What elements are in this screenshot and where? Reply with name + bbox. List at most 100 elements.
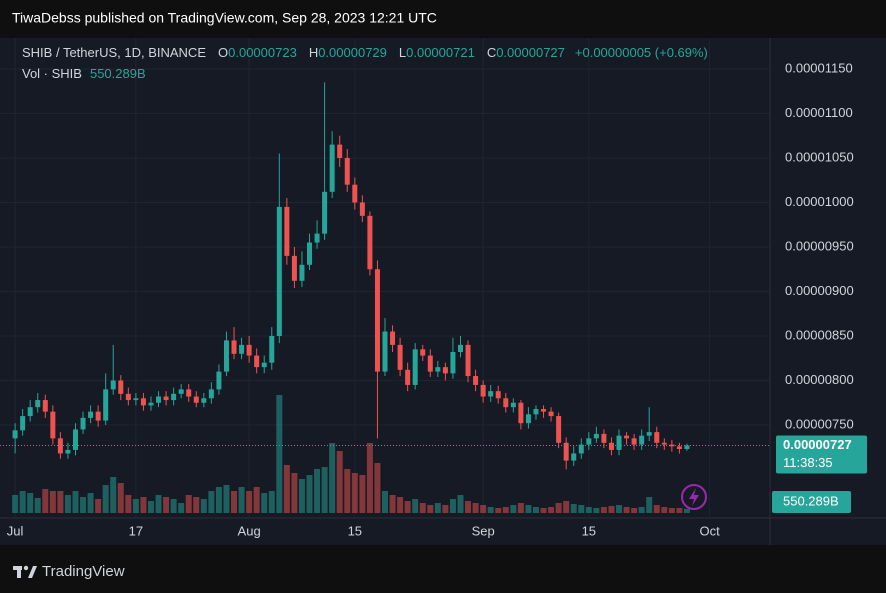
y-tick-label: 0.00001100 <box>785 105 853 120</box>
x-tick-label: Sep <box>472 523 495 538</box>
volume-bar <box>510 505 517 513</box>
candle-body <box>246 344 252 356</box>
candle-body <box>624 435 630 439</box>
change-value: +0.00000005 (+0.69%) <box>574 45 708 60</box>
candle-body <box>133 398 139 401</box>
volume-bar <box>593 508 600 513</box>
candle-body <box>42 400 48 412</box>
candle-body <box>65 449 71 454</box>
candle-body <box>654 432 660 443</box>
volume-bar <box>140 497 147 513</box>
volume-bar <box>442 505 449 513</box>
candle-body <box>457 344 463 353</box>
volume-bar <box>155 495 162 513</box>
candle-body <box>314 233 320 243</box>
volume-bar <box>449 499 456 513</box>
volume-bar <box>223 485 230 513</box>
volume-bar <box>638 507 645 513</box>
volume-bar <box>351 473 358 513</box>
volume-bar <box>600 507 607 513</box>
candle-body <box>684 445 690 450</box>
candle-body <box>148 402 154 406</box>
volume-bar <box>170 499 177 513</box>
candle-body <box>442 367 448 374</box>
volume-bar <box>64 495 71 513</box>
candle-body <box>646 432 652 436</box>
x-tick-label: 17 <box>129 523 143 538</box>
volume-bar <box>359 475 366 513</box>
candle-body <box>616 435 622 450</box>
candle-body <box>163 396 169 401</box>
volume-bar <box>457 495 464 513</box>
candle-body <box>344 157 350 185</box>
alert-icon[interactable] <box>681 484 707 510</box>
volume-bar <box>608 506 615 513</box>
candle-body <box>367 215 373 270</box>
candle-body <box>601 433 607 443</box>
candle-body <box>239 344 245 354</box>
volume-bar <box>585 507 592 513</box>
candle-body <box>276 206 282 336</box>
volume-bar <box>525 505 532 513</box>
countdown: 11:38:35 <box>783 455 833 470</box>
candle-body <box>397 344 403 370</box>
volume-bar <box>80 497 87 513</box>
volume-bar <box>427 505 434 513</box>
h-label: H <box>308 45 319 60</box>
candle-body <box>563 442 569 461</box>
volume-bar <box>502 507 509 513</box>
candle-body <box>382 331 388 372</box>
volume-bar <box>374 463 381 513</box>
c-label: C <box>486 45 497 60</box>
candle-body <box>390 331 396 345</box>
symbol: SHIB / TetherUS, 1D, BINANCE <box>22 45 206 60</box>
volume-bar <box>397 497 404 513</box>
volume-bar <box>261 493 268 513</box>
volume-tag-label: 550.289B <box>783 493 839 508</box>
candle-body <box>254 355 260 368</box>
volume-bar <box>570 504 577 513</box>
candle-body <box>473 376 479 385</box>
price-tag-label: 0.00000727 <box>783 437 852 452</box>
volume-bar <box>366 443 373 513</box>
o-label: O <box>218 45 229 60</box>
candle-body <box>676 446 682 450</box>
candle-body <box>20 416 26 431</box>
candle-body <box>95 411 101 421</box>
volume-bar <box>646 497 653 513</box>
candle-body <box>337 144 343 158</box>
volume-bar <box>246 491 253 513</box>
volume-bar <box>147 501 154 513</box>
volume-bar <box>631 508 638 513</box>
open-value: 0.00000723 <box>228 45 297 60</box>
candle-body <box>480 384 486 397</box>
candle-body <box>586 438 592 445</box>
volume-bar <box>548 507 555 513</box>
volume-bar <box>42 489 49 513</box>
volume-bar <box>163 497 170 513</box>
volume-name: Vol · SHIB <box>22 66 82 81</box>
publisher-line: TiwaDebss published on TradingView.com, … <box>12 10 437 26</box>
candle-body <box>593 433 599 439</box>
y-tick-label: 0.00000750 <box>785 416 854 431</box>
volume-bar <box>291 473 298 513</box>
candle-body <box>525 414 531 424</box>
volume-bar <box>623 507 630 513</box>
candle-body <box>261 362 267 368</box>
candle-body <box>201 398 207 403</box>
volume-bar <box>57 491 64 513</box>
volume-bar <box>238 487 245 513</box>
volume-bar <box>517 503 524 513</box>
volume-bar <box>683 508 690 513</box>
volume-bar <box>208 491 215 513</box>
candle-body <box>125 393 131 401</box>
candle-body <box>50 411 56 439</box>
volume-bar <box>336 451 343 513</box>
l-label: L <box>398 45 407 60</box>
volume-bar <box>12 495 19 513</box>
candle-body <box>639 435 645 445</box>
volume-bar <box>344 469 351 513</box>
volume-bar <box>306 475 313 513</box>
candle-body <box>118 380 124 394</box>
candle-body <box>223 340 229 372</box>
